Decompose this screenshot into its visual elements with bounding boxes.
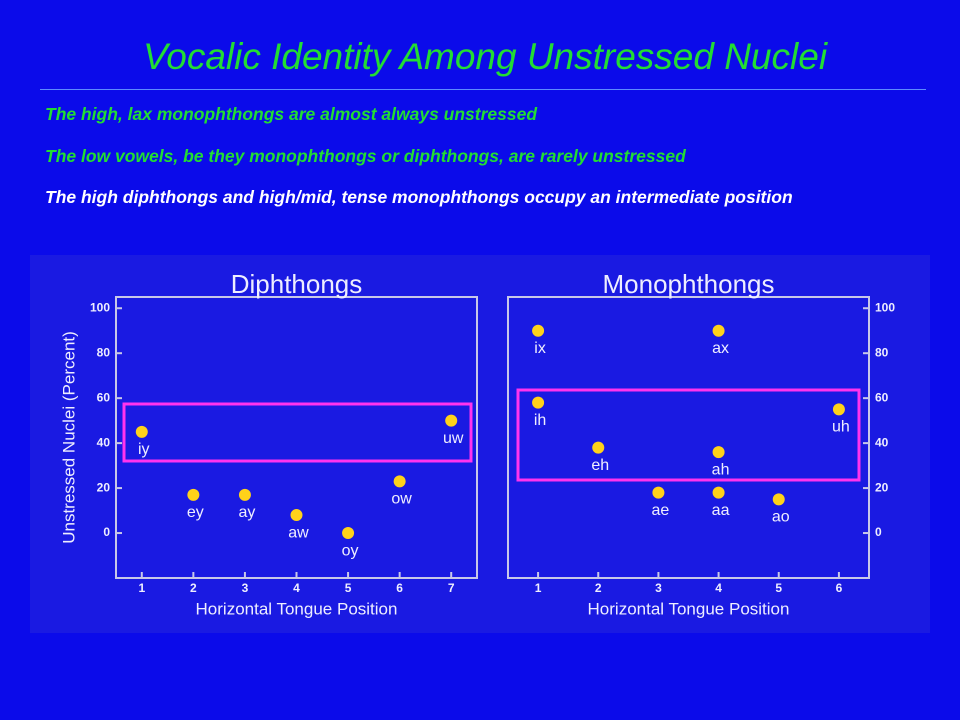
point-label: aw xyxy=(288,524,309,541)
point-label: ae xyxy=(652,502,670,519)
point xyxy=(135,425,148,438)
x-tick-label: 4 xyxy=(715,581,722,595)
point xyxy=(592,441,605,454)
x-tick-label: 3 xyxy=(655,581,662,595)
point xyxy=(238,488,251,501)
point xyxy=(832,403,845,416)
bullet: The high diphthongs and high/mid, tense … xyxy=(45,187,793,207)
x-tick-label: 2 xyxy=(595,581,602,595)
point xyxy=(445,414,458,427)
bullet: The high, lax monophthongs are almost al… xyxy=(45,104,538,124)
y-tick-label: 0 xyxy=(875,525,882,539)
y-tick-label: 40 xyxy=(97,435,111,449)
title-rule xyxy=(40,89,926,90)
point-label: uw xyxy=(443,430,464,447)
y-tick-label: 60 xyxy=(875,390,889,404)
point-label: ey xyxy=(187,504,204,521)
y-tick-label: 100 xyxy=(90,300,110,314)
x-tick-label: 3 xyxy=(242,581,249,595)
point xyxy=(393,475,406,488)
point xyxy=(712,486,725,499)
y-tick-label: 0 xyxy=(103,525,110,539)
point xyxy=(532,396,545,409)
slide-title: Vocalic Identity Among Unstressed Nuclei xyxy=(142,36,828,77)
point-label: ay xyxy=(238,504,255,521)
bullet: The low vowels, be they monophthongs or … xyxy=(45,146,686,166)
chart-title: Diphthongs xyxy=(231,269,363,299)
point xyxy=(532,324,545,337)
chart-title: Monophthongs xyxy=(602,269,774,299)
x-tick-label: 1 xyxy=(535,581,542,595)
x-tick-label: 4 xyxy=(293,581,300,595)
x-tick-label: 5 xyxy=(345,581,352,595)
point xyxy=(712,324,725,337)
chart-panel xyxy=(30,255,930,633)
point xyxy=(772,493,785,506)
x-axis-label: Horizontal Tongue Position xyxy=(588,599,790,618)
point-label: eh xyxy=(591,457,609,474)
x-tick-label: 5 xyxy=(775,581,782,595)
y-tick-label: 60 xyxy=(97,390,111,404)
point-label: ih xyxy=(534,412,546,429)
x-axis-label: Horizontal Tongue Position xyxy=(196,599,398,618)
point-label: ix xyxy=(534,340,546,357)
plot-frame xyxy=(507,296,870,579)
point xyxy=(342,527,355,540)
highlight-box xyxy=(516,388,861,482)
point-label: uh xyxy=(832,419,850,436)
x-tick-label: 6 xyxy=(396,581,403,595)
highlight-box xyxy=(122,402,473,463)
y-tick-label: 20 xyxy=(97,480,111,494)
y-tick-label: 20 xyxy=(875,480,889,494)
point-label: iy xyxy=(138,441,150,458)
point xyxy=(652,486,665,499)
x-tick-label: 2 xyxy=(190,581,197,595)
point-label: aa xyxy=(712,502,730,519)
point xyxy=(290,509,303,522)
y-tick-label: 80 xyxy=(875,345,889,359)
point-label: ow xyxy=(391,491,412,508)
y-tick-label: 80 xyxy=(97,345,111,359)
point-label: oy xyxy=(342,542,359,559)
point xyxy=(187,488,200,501)
point xyxy=(712,446,725,459)
x-tick-label: 6 xyxy=(836,581,843,595)
point-label: ao xyxy=(772,509,790,526)
point-label: ah xyxy=(712,461,730,478)
y-tick-label: 40 xyxy=(875,435,889,449)
x-tick-label: 7 xyxy=(448,581,455,595)
point-label: ax xyxy=(712,340,729,357)
y-axis-label: Unstressed Nuclei (Percent) xyxy=(59,331,78,544)
x-tick-label: 1 xyxy=(138,581,145,595)
y-tick-label: 100 xyxy=(875,300,895,314)
